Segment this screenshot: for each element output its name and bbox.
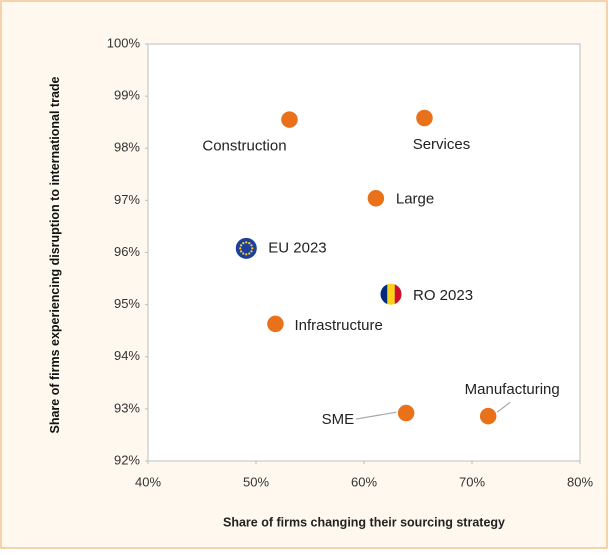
point-dot (279, 109, 300, 130)
point-label: Manufacturing (465, 381, 560, 398)
y-tick-label: 100% (107, 35, 141, 50)
point-label: SME (322, 411, 355, 428)
point (279, 109, 300, 130)
point-dot (478, 406, 498, 426)
point (379, 282, 403, 306)
point-dot (366, 188, 386, 209)
y-tick-label: 99% (114, 88, 140, 103)
flag-star (248, 252, 251, 255)
leader-line (496, 401, 511, 413)
flag-stripe (394, 283, 402, 306)
point-dot (234, 236, 258, 260)
flag-star (248, 242, 251, 245)
y-tick-label: 93% (114, 400, 140, 415)
flag-star (250, 250, 253, 253)
point (265, 314, 286, 334)
point (478, 406, 498, 426)
flag-star (239, 250, 243, 253)
flag-stripe (387, 283, 395, 306)
flag-clip (380, 283, 402, 306)
flag-star (245, 253, 248, 256)
y-tick-label: 92% (114, 452, 140, 467)
flag-star (242, 252, 245, 255)
point (366, 188, 386, 209)
y-tick-label: 95% (114, 296, 140, 311)
y-tick-label: 97% (114, 192, 140, 207)
flag-stripe (380, 283, 388, 306)
x-tick-label: 60% (351, 474, 377, 489)
point (396, 403, 416, 423)
point-dot (396, 403, 416, 423)
point-label: EU 2023 (268, 239, 326, 256)
point-label: Infrastructure (294, 317, 382, 334)
point (414, 108, 435, 128)
x-tick-label: 50% (243, 474, 269, 489)
flag-star (239, 244, 243, 247)
point-label: RO 2023 (413, 287, 473, 304)
flag (379, 282, 403, 306)
flag-star (245, 241, 248, 244)
x-tick-label: 40% (135, 474, 161, 489)
y-axis-title: Share of firms experiencing disruption t… (48, 76, 62, 434)
x-tick-label: 80% (567, 474, 593, 489)
y-tick-label: 94% (114, 348, 140, 363)
flag-rim (379, 282, 403, 306)
y-axis-title-box: Share of firms experiencing disruption t… (48, 76, 62, 434)
plot-area (147, 43, 581, 462)
point-label: Services (413, 136, 471, 153)
y-tick-label: 96% (114, 244, 140, 259)
point-dot (414, 108, 435, 128)
point-label: Large (396, 190, 434, 207)
flag-star (250, 244, 253, 247)
x-axis-title: Share of firms changing their sourcing s… (223, 515, 505, 529)
flag-star (251, 247, 254, 250)
point (234, 236, 258, 260)
y-tick-label: 98% (114, 140, 140, 155)
point-label: Construction (202, 138, 286, 155)
point-dot (265, 314, 286, 334)
flag-star (239, 247, 242, 250)
leader-line (356, 411, 398, 420)
flag-star (242, 242, 245, 245)
x-tick-label: 70% (459, 474, 485, 489)
